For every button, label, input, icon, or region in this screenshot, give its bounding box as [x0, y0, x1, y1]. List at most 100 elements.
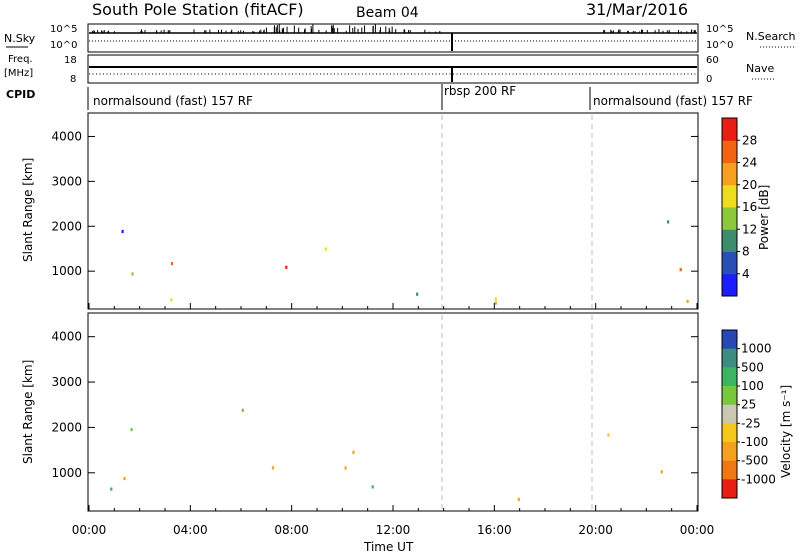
- echo-region: [123, 477, 126, 481]
- x-tick-label: 16:00: [477, 523, 512, 537]
- velocity-colorbar-swatch: [722, 348, 737, 368]
- power-colorbar-swatch: [722, 251, 737, 275]
- cpid-segment-2: rbsp 200 RF: [444, 84, 516, 98]
- power-colorbar: 4 8 12 16 20 24 28 Power [dB]: [721, 117, 771, 297]
- velocity-colorbar-tick: 1000: [741, 342, 772, 356]
- freq-strip: Freq. [MHz] 18 8 60 0 Nave: [4, 54, 774, 85]
- power-colorbar-swatch: [722, 273, 737, 297]
- echo-region: [271, 450, 355, 470]
- velocity-colorbar-swatch: [722, 442, 737, 462]
- nave-tick-bottom: 0: [706, 74, 712, 85]
- echo-region: [170, 262, 174, 266]
- power-colorbar-swatch: [722, 184, 737, 208]
- velocity-colorbar-swatch: [722, 330, 737, 350]
- x-tick-label: 08:00: [274, 523, 309, 537]
- x-tick-label: 12:00: [376, 523, 411, 537]
- y-tick-label: 4000: [51, 129, 82, 143]
- y-tick-label: 1000: [51, 466, 82, 480]
- velocity-colorbar-swatch: [722, 404, 737, 424]
- freq-label-1: Freq.: [8, 54, 33, 65]
- echo-region: [285, 265, 288, 269]
- nsky-tick-bottom: 10^0: [50, 40, 77, 51]
- x-tick-label: 20:00: [578, 523, 613, 537]
- power-colorbar-swatch: [722, 229, 737, 252]
- y-tick-label: 4000: [51, 330, 82, 344]
- echo-region: [607, 433, 610, 437]
- time-axis-labels: 00:00 04:00 08:00 12:00 16:00 20:00 00:00: [72, 523, 715, 537]
- echo-region: [679, 268, 682, 272]
- velocity-colorbar-tick: 500: [741, 360, 764, 374]
- velocity-colorbar-swatch: [722, 479, 737, 499]
- y-tick-label: 2000: [51, 219, 82, 233]
- x-tick-label: 04:00: [173, 523, 208, 537]
- nsky-tick-top: 10^5: [50, 24, 77, 35]
- echo-region: [131, 272, 134, 276]
- velocity-ylabel: Slant Range [km]: [21, 360, 35, 464]
- velocity-colorbar-tick: -1000: [741, 472, 776, 486]
- nave-label: Nave: [746, 62, 774, 75]
- y-tick-label: 2000: [51, 420, 82, 434]
- velocity-colorbar-label: Velocity [m s⁻¹]: [779, 385, 793, 478]
- nsky-strip: N.Sky 10^5 10^0 10^5 10^0 N.Search: [4, 23, 796, 53]
- velocity-colorbar-swatch: [722, 460, 737, 480]
- power-colorbar-tick: 20: [742, 178, 757, 192]
- velocity-echoes: [110, 408, 663, 501]
- power-colorbar-tick: 28: [742, 133, 757, 147]
- echo-region: [371, 485, 374, 489]
- nsearch-tick-top: 10^5: [706, 24, 733, 35]
- velocity-colorbar-tick: 25: [741, 398, 756, 412]
- echo-region: [660, 470, 663, 474]
- echo-region: [667, 220, 670, 224]
- station-title: South Pole Station (fitACF): [92, 0, 304, 19]
- nsky-label: N.Sky: [4, 32, 36, 45]
- y-tick-label: 1000: [51, 264, 82, 278]
- velocity-colorbar-tick: 100: [741, 379, 764, 393]
- x-tick-label: 00:00: [72, 523, 107, 537]
- power-colorbar-tick: 24: [742, 156, 757, 170]
- echo-region: [130, 428, 133, 432]
- power-colorbar-label: Power [dB]: [757, 185, 771, 250]
- velocity-colorbar-tick: -25: [741, 416, 761, 430]
- date-title: 31/Mar/2016: [586, 0, 688, 19]
- power-colorbar-swatch: [722, 207, 737, 230]
- power-echoes: [121, 220, 689, 305]
- power-colorbar-tick: 4: [742, 267, 750, 281]
- cpid-strip: CPID normalsound (fast) 157 RF rbsp 200 …: [6, 84, 753, 110]
- x-tick-label: 00:00: [680, 523, 715, 537]
- freq-tick-top: 18: [64, 55, 77, 66]
- nave-tick-top: 60: [706, 55, 719, 66]
- echo-region: [241, 408, 244, 412]
- freq-tick-bottom: 8: [70, 74, 76, 85]
- velocity-colorbar-swatch: [722, 386, 737, 406]
- xlabel: Time UT: [363, 540, 414, 554]
- echo-region: [494, 297, 497, 301]
- y-tick-label: 3000: [51, 174, 82, 188]
- velocity-panel: 1000 2000 3000 4000 Slant Range [km]: [21, 312, 699, 512]
- y-tick-label: 3000: [51, 375, 82, 389]
- velocity-colorbar-swatch: [722, 423, 737, 443]
- cpid-label: CPID: [6, 88, 35, 101]
- power-colorbar-tick: 12: [742, 222, 757, 236]
- power-colorbar-swatch: [722, 118, 737, 141]
- echo-region: [416, 292, 419, 296]
- echo-region: [324, 247, 327, 251]
- power-colorbar-tick: 16: [742, 200, 757, 214]
- cpid-segment-3: normalsound (fast) 157 RF: [593, 94, 753, 108]
- power-panel: 1000 2000 3000 4000 Slant Range [km]: [21, 112, 699, 310]
- velocity-colorbar-swatch: [722, 367, 737, 387]
- velocity-colorbar-tick: -500: [741, 454, 768, 468]
- velocity-colorbar-tick: -100: [741, 435, 768, 449]
- echo-region: [121, 229, 124, 234]
- velocity-colorbar: 1000 500 100 25 -25 -100 -500 -1000 Velocity [m…: [721, 329, 793, 499]
- beam-title: Beam 04: [356, 5, 419, 21]
- freq-label-2: [MHz]: [4, 68, 33, 79]
- power-ylabel: Slant Range [km]: [21, 158, 35, 262]
- echo-region: [517, 497, 520, 501]
- power-colorbar-swatch: [722, 140, 737, 163]
- echo-region: [170, 298, 689, 305]
- cpid-segment-1: normalsound (fast) 157 RF: [93, 94, 253, 108]
- nsearch-tick-bottom: 10^0: [706, 40, 733, 51]
- power-colorbar-swatch: [722, 162, 737, 186]
